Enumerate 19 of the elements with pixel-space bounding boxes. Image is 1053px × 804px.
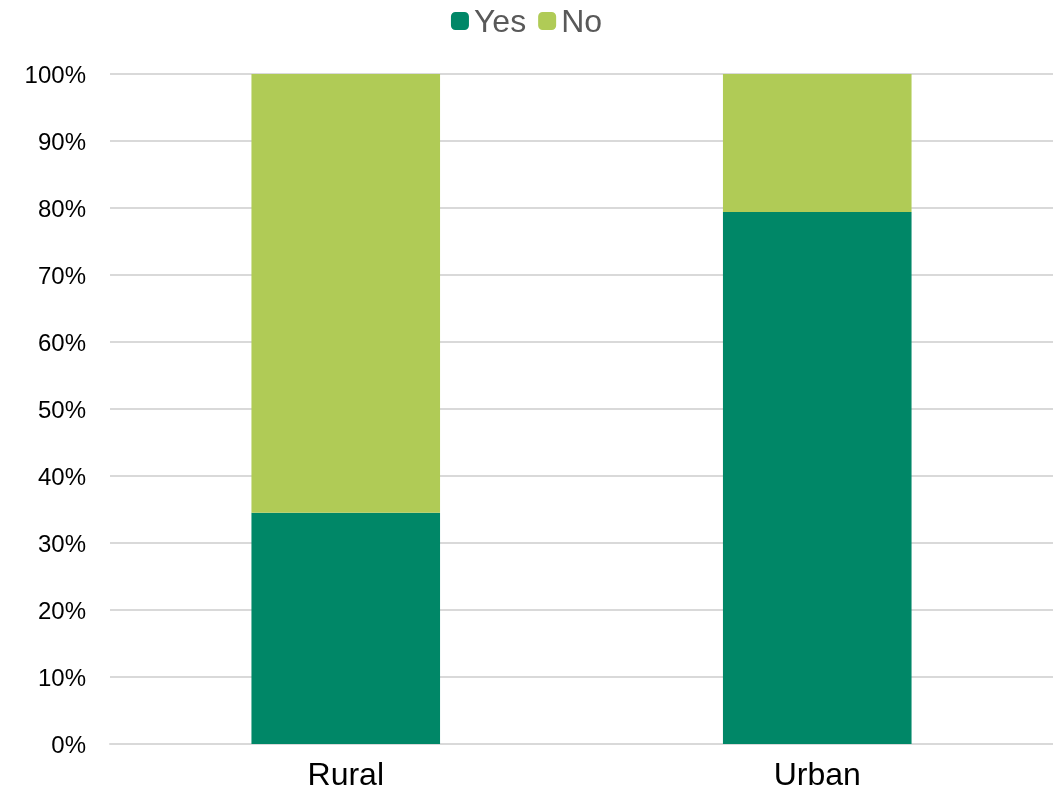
y-tick-label: 90% xyxy=(37,127,86,155)
y-tick-label: 50% xyxy=(37,395,86,423)
x-tick-label: Urban xyxy=(773,756,861,792)
y-tick-label: 40% xyxy=(37,462,86,490)
y-tick-label: 20% xyxy=(37,596,86,624)
legend-label: Yes xyxy=(473,3,527,39)
y-tick-label: 80% xyxy=(37,194,86,222)
y-tick-label: 60% xyxy=(37,328,86,356)
bar xyxy=(722,212,912,744)
y-tick-label: 70% xyxy=(37,261,86,289)
y-tick-label: 10% xyxy=(37,663,86,691)
bar xyxy=(722,74,912,213)
bar xyxy=(251,512,441,744)
y-tick-label: 0% xyxy=(51,730,86,758)
x-tick-label: Rural xyxy=(307,756,384,792)
bar xyxy=(251,74,441,513)
y-tick-label: 100% xyxy=(24,60,86,88)
y-tick-label: 30% xyxy=(37,529,86,557)
legend-label: No xyxy=(561,3,603,39)
